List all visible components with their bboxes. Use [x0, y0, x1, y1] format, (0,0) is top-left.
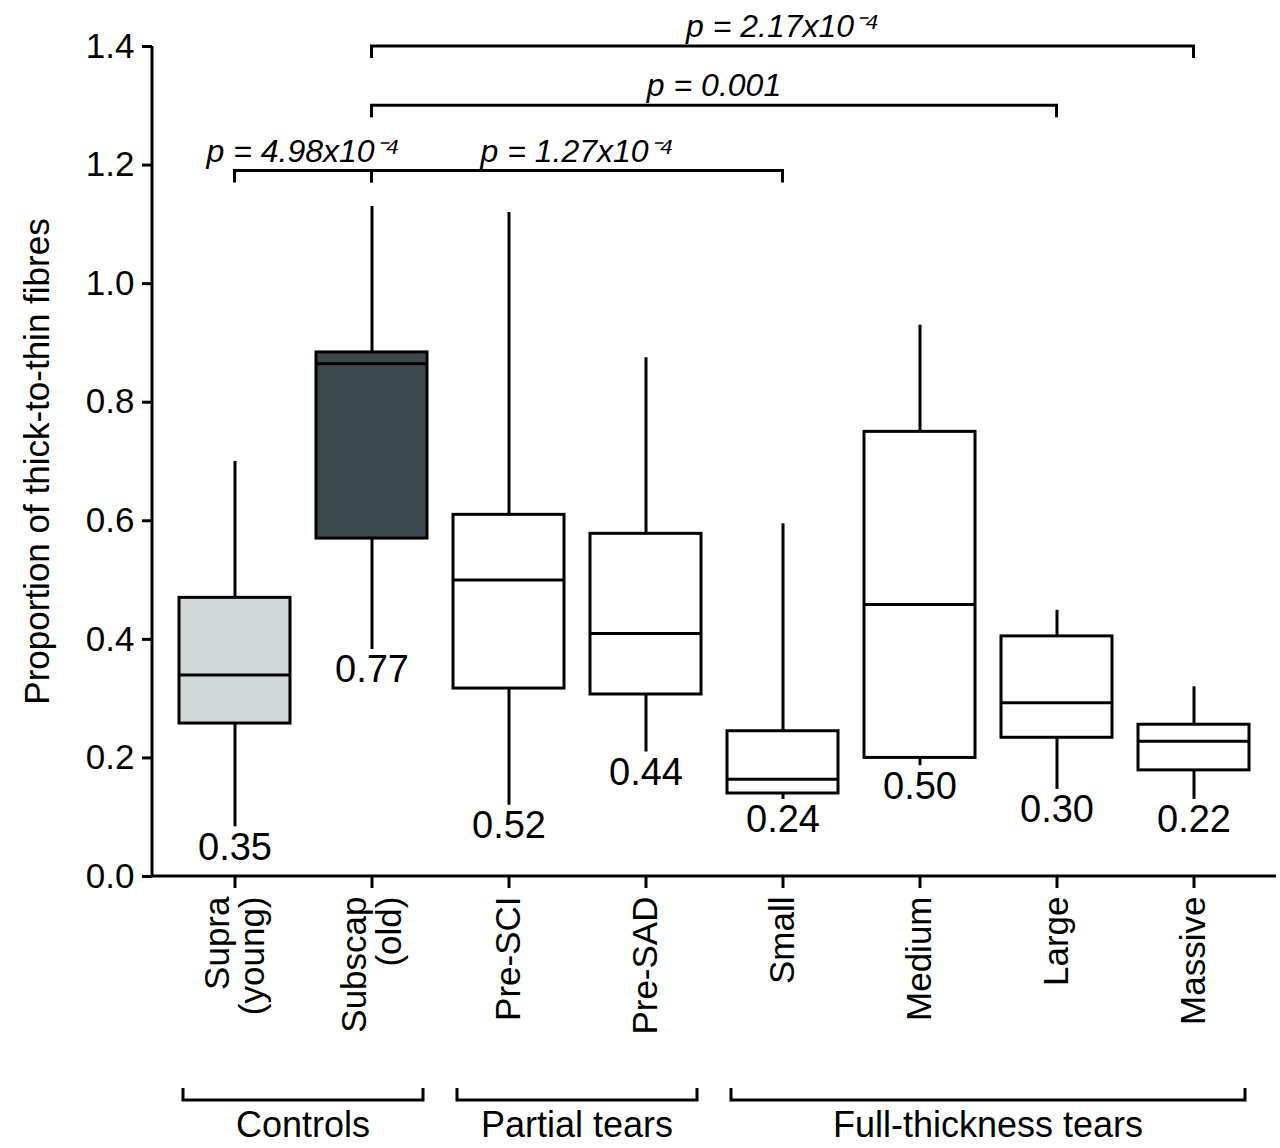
svg-text:p = 4.98x10⁻⁴: p = 4.98x10⁻⁴ — [206, 133, 400, 169]
svg-text:Controls: Controls — [236, 1104, 370, 1145]
svg-text:0.22: 0.22 — [1157, 798, 1231, 840]
svg-text:0.30: 0.30 — [1020, 788, 1094, 830]
svg-text:0.77: 0.77 — [335, 648, 409, 690]
svg-text:Supra(young): Supra(young) — [197, 896, 271, 1015]
svg-text:Proportion of thick-to-thin fi: Proportion of thick-to-thin fibres — [17, 218, 56, 704]
svg-text:0.4: 0.4 — [86, 619, 135, 658]
svg-text:1.2: 1.2 — [86, 144, 135, 183]
svg-text:1.0: 1.0 — [86, 263, 135, 302]
svg-text:Large: Large — [1036, 897, 1075, 987]
svg-text:Massive: Massive — [1173, 897, 1212, 1025]
svg-text:Pre-SAD: Pre-SAD — [625, 897, 664, 1035]
svg-text:0.2: 0.2 — [86, 737, 135, 776]
svg-text:p = 1.27x10⁻⁴: p = 1.27x10⁻⁴ — [480, 133, 674, 169]
svg-text:p = 0.001: p = 0.001 — [646, 67, 781, 103]
svg-text:0.35: 0.35 — [198, 826, 272, 868]
svg-text:0.6: 0.6 — [86, 500, 135, 539]
svg-text:0.8: 0.8 — [86, 381, 135, 420]
svg-text:0.44: 0.44 — [609, 751, 683, 793]
svg-text:Partial tears: Partial tears — [481, 1104, 673, 1145]
svg-text:Small: Small — [762, 897, 801, 985]
svg-text:1.4: 1.4 — [86, 26, 135, 65]
svg-text:0.24: 0.24 — [746, 798, 820, 840]
svg-text:Full-thickness tears: Full-thickness tears — [833, 1104, 1143, 1145]
svg-text:0.0: 0.0 — [86, 856, 135, 895]
svg-text:p = 2.17x10⁻⁴: p = 2.17x10⁻⁴ — [685, 8, 879, 44]
svg-text:Medium: Medium — [899, 897, 938, 1021]
svg-text:0.52: 0.52 — [472, 804, 546, 846]
svg-text:Subscap(old): Subscap(old) — [334, 897, 408, 1033]
svg-text:Pre-SCI: Pre-SCI — [488, 897, 527, 1021]
svg-text:0.50: 0.50 — [883, 765, 957, 807]
